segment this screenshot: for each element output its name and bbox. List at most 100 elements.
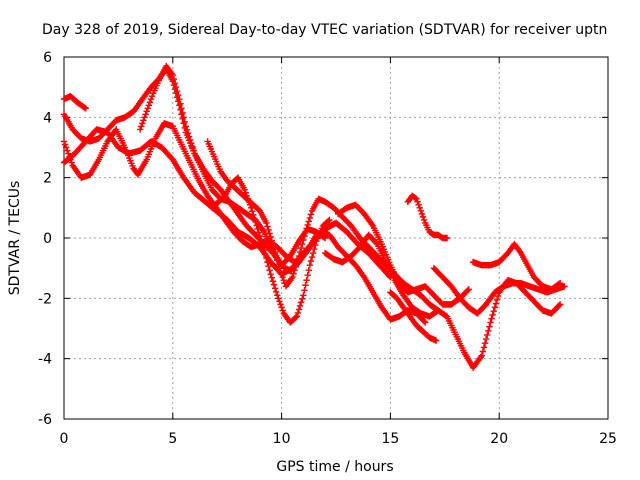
data-point-marker (293, 313, 301, 320)
data-point-marker (490, 307, 497, 315)
y-tick-label: -2 (38, 291, 52, 307)
data-point-marker (420, 216, 428, 224)
data-point-marker (486, 323, 493, 330)
data-point-marker (308, 253, 316, 261)
data-point-marker (299, 240, 306, 248)
data-point-marker (277, 301, 284, 308)
data-point-marker (414, 198, 421, 205)
data-point-marker (82, 105, 89, 112)
data-point-marker (415, 201, 422, 209)
data-point-marker (294, 309, 302, 317)
series-track-5 (136, 62, 329, 269)
data-point-marker (277, 267, 284, 275)
data-point-marker (185, 133, 193, 140)
data-point-marker (306, 214, 314, 222)
data-point-marker (81, 104, 88, 111)
data-point-marker (190, 146, 197, 154)
data-point-marker (433, 307, 441, 315)
data-point-marker (177, 100, 184, 107)
data-point-marker (271, 285, 279, 292)
data-point-marker (294, 256, 302, 263)
data-point-marker (139, 120, 146, 127)
data-point-marker (265, 226, 272, 234)
data-point-marker (276, 264, 283, 272)
data-point-marker (302, 228, 309, 236)
data-point-marker (443, 234, 451, 242)
chart-title: Day 328 of 2019, Sidereal Day-to-day VTE… (42, 22, 607, 38)
data-point-marker (189, 143, 196, 150)
data-point-marker (173, 87, 181, 95)
data-point-marker (247, 204, 255, 212)
data-point-marker (269, 240, 277, 248)
data-point-marker (245, 198, 253, 205)
data-point-marker (306, 261, 314, 269)
data-point-marker (182, 123, 190, 130)
data-point-marker (264, 258, 271, 266)
y-tick-label: 6 (43, 50, 52, 66)
series-track-1 (60, 93, 89, 112)
data-point-marker (242, 189, 249, 196)
data-point-marker (419, 213, 427, 221)
data-point-marker (303, 277, 310, 284)
data-point-marker (250, 211, 257, 219)
series-track-8 (321, 231, 442, 320)
data-point-marker (176, 96, 183, 103)
data-point-marker (412, 194, 419, 202)
x-tick-label: 0 (60, 431, 69, 447)
data-point-marker (422, 319, 429, 326)
data-point-marker (484, 331, 491, 339)
data-point-marker (268, 237, 276, 244)
data-point-marker (556, 301, 564, 308)
data-point-marker (487, 319, 494, 326)
series-track-7 (208, 174, 333, 326)
data-point-marker (296, 248, 304, 256)
data-point-marker (252, 218, 259, 226)
data-point-marker (61, 141, 69, 148)
data-point-marker (312, 241, 319, 249)
data-point-marker (297, 244, 305, 252)
data-point-marker (62, 144, 70, 151)
y-tick-label: 2 (43, 171, 52, 187)
data-point-marker (413, 195, 420, 202)
y-tick-labels: 6 4 2 0 -2 -4 -6 (38, 50, 52, 428)
data-point-marker (494, 292, 502, 300)
data-point-marker (480, 344, 488, 351)
x-tick-label: 10 (273, 431, 291, 447)
data-point-marker (267, 271, 274, 278)
data-point-marker (272, 252, 280, 260)
data-point-marker (432, 337, 440, 344)
data-point-marker (309, 249, 317, 257)
y-tick-label: -6 (38, 412, 52, 428)
data-point-marker (246, 201, 254, 209)
data-point-marker (274, 256, 281, 264)
data-point-marker (478, 352, 485, 359)
data-point-marker (256, 232, 264, 240)
data-point-marker (416, 204, 423, 212)
x-tick-label: 15 (381, 431, 399, 447)
data-point-marker (138, 123, 145, 130)
data-point-marker (178, 105, 185, 112)
data-point-marker (251, 215, 258, 222)
data-point-marker (417, 207, 425, 215)
data-point-marker (305, 266, 312, 274)
data-point-marker (301, 232, 308, 240)
data-series (60, 62, 568, 371)
data-point-marker (295, 252, 303, 260)
data-point-marker (267, 233, 274, 241)
data-point-marker (68, 159, 75, 166)
data-point-marker (270, 244, 278, 252)
data-point-marker (485, 327, 492, 334)
data-point-marker (292, 263, 299, 270)
data-point-marker (297, 299, 305, 306)
data-point-marker (325, 217, 332, 225)
data-point-marker (255, 229, 262, 236)
series-track-10 (404, 192, 451, 242)
data-point-marker (274, 292, 281, 299)
data-point-marker (257, 236, 265, 243)
data-point-marker (146, 99, 154, 106)
data-point-marker (254, 225, 261, 233)
data-point-marker (260, 246, 268, 254)
data-point-marker (278, 271, 285, 278)
data-point-marker (272, 288, 280, 295)
data-point-marker (373, 239, 380, 247)
